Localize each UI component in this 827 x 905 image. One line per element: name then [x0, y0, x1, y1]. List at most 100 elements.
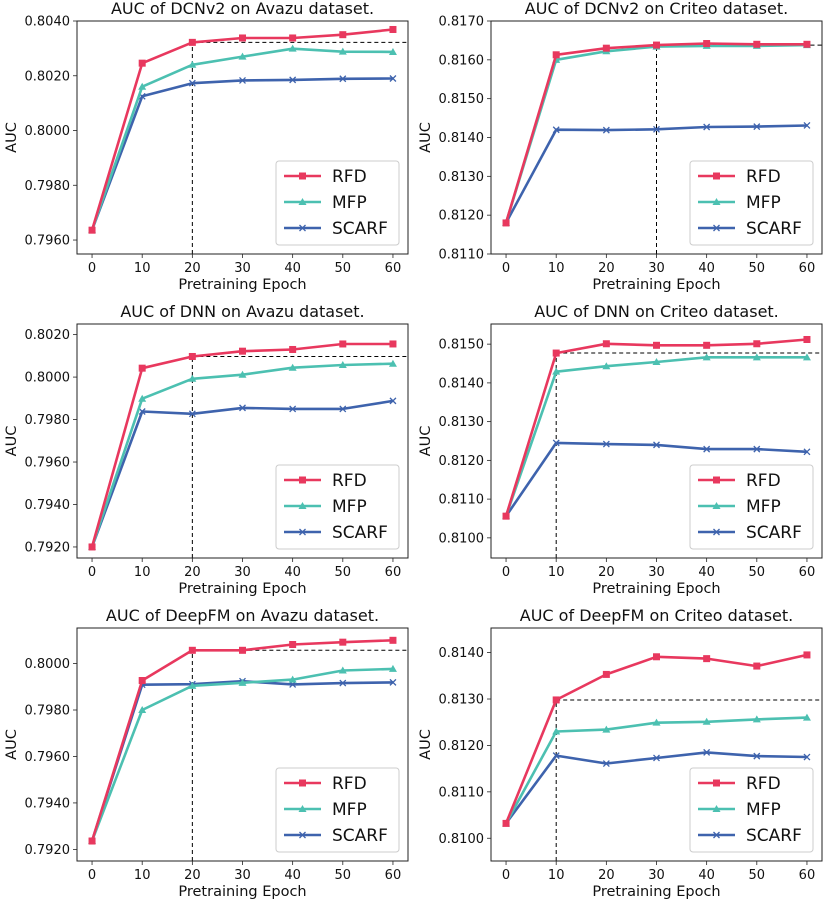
data-point-scarf — [289, 76, 297, 84]
y-tick-label: 0.8120 — [439, 739, 485, 754]
legend-marker — [713, 528, 720, 536]
x-tick-label: 30 — [648, 868, 665, 883]
y-tick-label: 0.7920 — [25, 540, 71, 555]
data-point-mfp — [652, 357, 661, 365]
data-point-rfd — [653, 41, 660, 49]
data-point-mfp — [238, 52, 247, 60]
axes-frame — [490, 20, 823, 255]
data-point-scarf — [602, 760, 610, 767]
axes-frame — [76, 323, 409, 559]
legend-label-rfd: RFD — [332, 471, 367, 491]
legend-label-scarf: SCARF — [746, 523, 802, 543]
data-point-mfp — [602, 725, 611, 733]
y-tick-label: 0.7960 — [25, 234, 71, 249]
legend-marker — [299, 831, 306, 839]
data-point-rfd — [602, 670, 610, 678]
data-point-rfd — [803, 335, 811, 343]
x-tick-label: 50 — [749, 868, 766, 883]
data-point-rfd — [389, 636, 397, 644]
data-point-scarf — [803, 753, 811, 761]
data-point-rfd — [289, 34, 297, 42]
y-tick-label: 0.8160 — [439, 53, 485, 68]
y-tick-label: 0.8000 — [25, 657, 71, 672]
legend-label-scarf: SCARF — [332, 219, 388, 239]
data-point-mfp — [138, 82, 147, 90]
data-point-rfd — [138, 59, 146, 67]
data-point-scarf — [653, 754, 660, 762]
x-tick-label: 20 — [184, 261, 201, 276]
y-tick-label: 0.8150 — [439, 338, 485, 353]
data-point-rfd — [753, 662, 761, 670]
data-point-rfd — [138, 677, 146, 685]
data-point-rfd — [803, 651, 811, 659]
x-tick-label: 20 — [184, 565, 201, 580]
data-point-mfp — [602, 362, 611, 370]
legend-box — [275, 160, 400, 246]
x-tick-label: 0 — [88, 868, 96, 883]
y-tick-label: 0.7940 — [25, 498, 71, 513]
x-tick-label: 50 — [749, 261, 766, 276]
data-point-scarf — [239, 404, 246, 412]
x-tick-label: 30 — [234, 261, 251, 276]
x-tick-label: 20 — [184, 868, 201, 883]
data-point-scarf — [389, 397, 397, 405]
chart-title: AUC of DNN on Avazu dataset. — [120, 302, 364, 321]
legend-marker — [299, 476, 306, 484]
y-tick-label: 0.8020 — [25, 328, 71, 343]
legend-label-scarf: SCARF — [746, 826, 802, 846]
x-tick-label: 10 — [134, 261, 151, 276]
x-tick-label: 30 — [648, 565, 665, 580]
y-tick-label: 0.8140 — [439, 376, 485, 391]
legend-label-rfd: RFD — [746, 167, 781, 187]
data-point-rfd — [703, 655, 711, 663]
x-tick-label: 40 — [698, 868, 715, 883]
data-point-rfd — [289, 345, 297, 353]
data-point-mfp — [288, 363, 297, 371]
data-point-rfd — [188, 38, 196, 46]
data-point-rfd — [239, 34, 246, 42]
data-point-scarf — [188, 410, 196, 418]
x-axis-label: Pretraining Epoch — [178, 884, 306, 900]
data-point-rfd — [653, 653, 660, 661]
legend-label-rfd: RFD — [746, 774, 781, 794]
legend-label-mfp: MFP — [332, 800, 367, 820]
subplot: AUC of DCNv2 on Criteo dataset. Pretraini… — [418, 0, 823, 293]
y-tick-label: 0.7960 — [25, 750, 71, 765]
legend-marker — [298, 805, 307, 812]
x-tick-label: 50 — [335, 261, 352, 276]
data-point-scarf — [753, 752, 761, 760]
data-point-scarf — [389, 75, 397, 82]
y-tick-label: 0.8100 — [439, 832, 485, 847]
y-tick-label: 0.8140 — [439, 646, 485, 661]
legend-marker — [298, 502, 307, 509]
x-axis-label: Pretraining Epoch — [592, 277, 720, 293]
x-axis-label: Pretraining Epoch — [178, 581, 306, 597]
data-point-rfd — [88, 226, 96, 234]
chart-title: AUC of DNN on Criteo dataset. — [534, 302, 779, 321]
legend-marker — [712, 502, 721, 509]
data-point-scarf — [703, 445, 711, 453]
x-tick-label: 40 — [698, 261, 715, 276]
y-tick-label: 0.8140 — [439, 131, 485, 146]
y-axis-label: AUC — [4, 729, 20, 760]
data-point-mfp — [388, 664, 397, 672]
legend-marker — [713, 831, 720, 839]
legend: RFD MFP SCARF — [689, 767, 814, 853]
legend-label-rfd: RFD — [746, 471, 781, 491]
y-tick-label: 0.8000 — [25, 371, 71, 386]
data-point-scarf — [188, 79, 196, 87]
data-point-scarf — [289, 405, 297, 413]
data-point-rfd — [552, 696, 560, 704]
y-tick-label: 0.8100 — [439, 531, 485, 546]
data-point-rfd — [188, 646, 196, 654]
data-point-rfd — [753, 40, 761, 48]
legend-box — [689, 160, 814, 246]
y-tick-label: 0.8120 — [439, 454, 485, 469]
data-point-rfd — [552, 51, 560, 59]
data-point-scarf — [552, 126, 560, 134]
data-point-mfp — [388, 359, 397, 367]
y-axis-label: AUC — [418, 122, 434, 153]
data-point-rfd — [753, 340, 761, 348]
data-point-mfp — [702, 717, 711, 725]
legend-marker — [299, 528, 306, 536]
